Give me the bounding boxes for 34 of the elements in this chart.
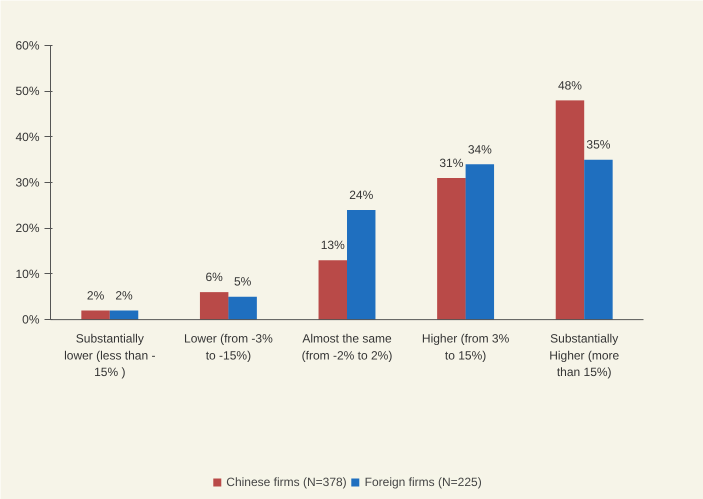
y-tick-label: 40% bbox=[15, 130, 40, 144]
data-label: 35% bbox=[586, 138, 611, 152]
bar bbox=[200, 292, 228, 320]
y-tick-label: 20% bbox=[15, 221, 40, 236]
data-label: 24% bbox=[349, 188, 374, 202]
bar bbox=[347, 210, 376, 320]
x-tick-label: Substantially lower (less than - 15% ) bbox=[64, 332, 156, 380]
y-tick-label: 60% bbox=[15, 38, 40, 52]
legend-label: Chinese firms (N=378) bbox=[226, 475, 347, 489]
y-tick-label: 0% bbox=[22, 312, 40, 327]
bar bbox=[584, 160, 613, 320]
bar bbox=[318, 260, 347, 320]
y-tick-label: 30% bbox=[15, 176, 40, 190]
data-label: 34% bbox=[468, 142, 492, 156]
bar bbox=[466, 164, 494, 320]
x-tick-label: Lower (from -3% to -15%) bbox=[184, 332, 274, 362]
x-tick-label: Substantially Higher (more than 15%) bbox=[549, 332, 620, 380]
bar bbox=[228, 296, 257, 320]
bar bbox=[110, 310, 138, 320]
bar bbox=[556, 100, 584, 320]
data-label: 48% bbox=[558, 78, 582, 92]
bar bbox=[437, 178, 466, 320]
data-label: 6% bbox=[205, 270, 224, 284]
y-tick-label: 10% bbox=[15, 266, 40, 281]
bar bbox=[81, 310, 110, 320]
x-tick-label: Almost the same (from -2% to 2%) bbox=[302, 332, 392, 362]
data-label: 31% bbox=[439, 156, 464, 170]
data-label: 2% bbox=[115, 288, 134, 302]
data-label: 5% bbox=[234, 274, 252, 289]
x-tick-label: Higher (from 3% to 15%) bbox=[422, 332, 510, 362]
y-tick-label: 50% bbox=[15, 84, 40, 98]
legend-label: Foreign firms (N=225) bbox=[364, 475, 482, 489]
data-label: 13% bbox=[320, 238, 346, 252]
data-label: 2% bbox=[86, 288, 105, 302]
